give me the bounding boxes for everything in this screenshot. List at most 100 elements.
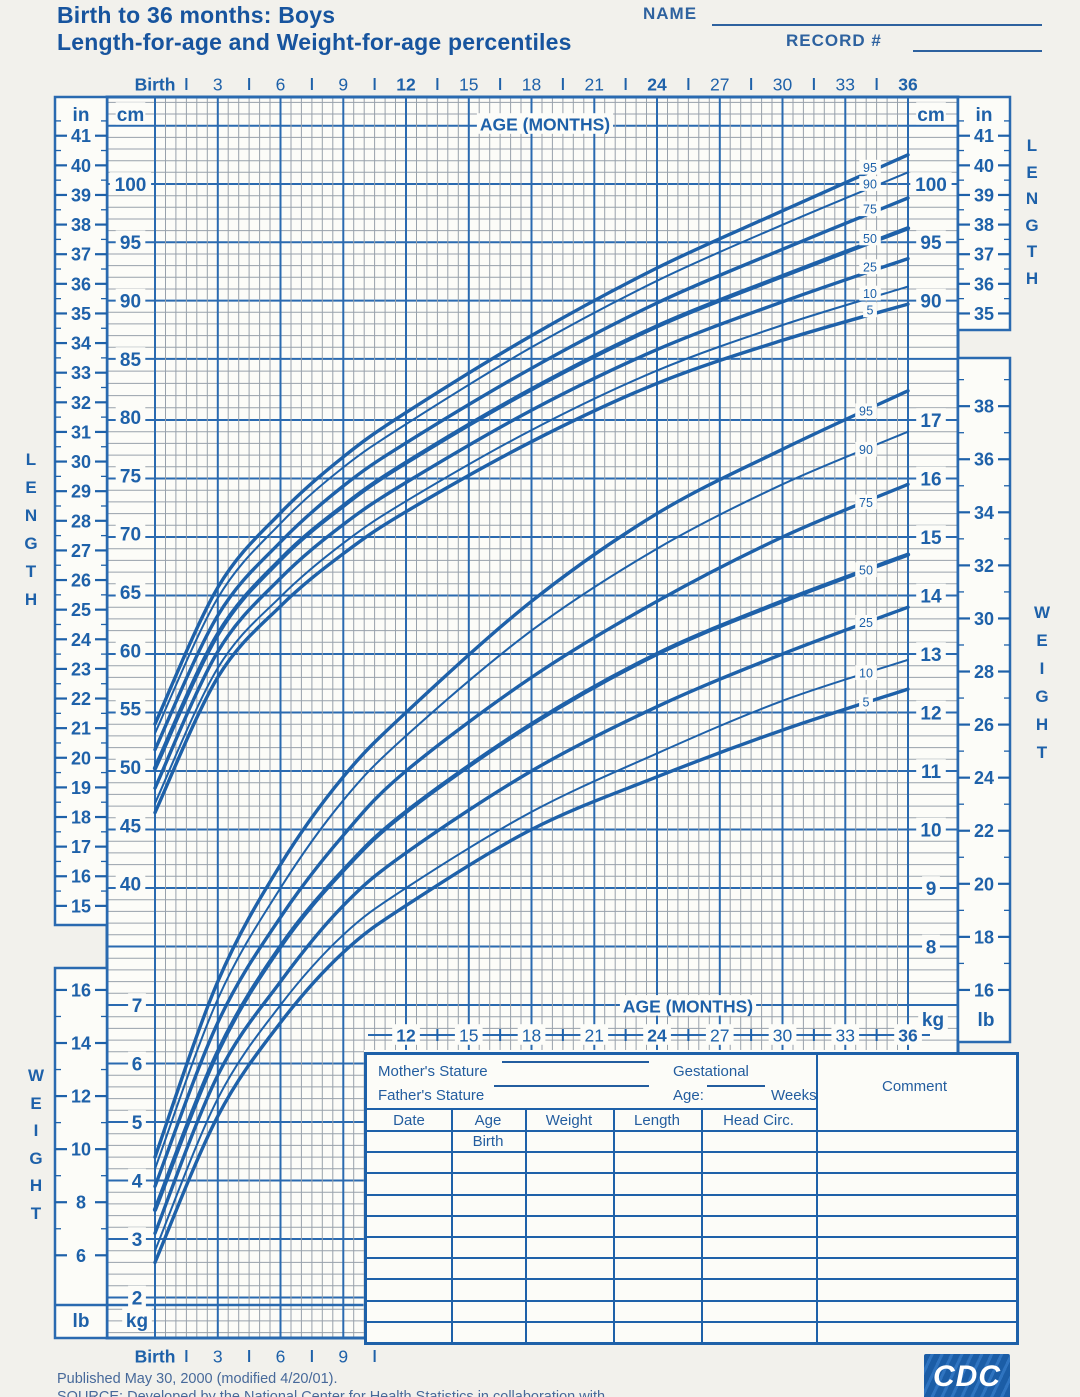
percentile-label-length-90: 90 xyxy=(863,177,877,191)
lb-left-16: 16 xyxy=(71,980,91,1000)
cm-left-90: 90 xyxy=(120,292,141,313)
weight-curve-p5 xyxy=(153,687,910,1265)
unit-in-top-right: in xyxy=(976,105,993,126)
record-number-label: RECORD # xyxy=(786,31,882,50)
in-left-30: 30 xyxy=(71,452,91,472)
comment-header: Comment xyxy=(882,1078,948,1095)
unit-kg-bottom-right: kg xyxy=(922,1010,944,1031)
percentile-label-weight-90: 90 xyxy=(859,443,873,457)
in-left-20: 20 xyxy=(71,748,91,768)
kg-left-4: 4 xyxy=(132,1171,143,1192)
weight-curve-p50 xyxy=(152,552,911,1212)
page-subtitle: Length-for-age and Weight-for-age percen… xyxy=(57,29,572,55)
inner-month-18: 18 xyxy=(522,1025,541,1045)
length-curve-p10 xyxy=(154,285,909,805)
cm-right-95: 95 xyxy=(920,233,942,254)
kg-right-17: 17 xyxy=(920,411,941,432)
unit-lb-bottom-left: lb xyxy=(73,1311,90,1332)
table-row-line xyxy=(367,1299,1016,1302)
cm-left-85: 85 xyxy=(120,350,142,371)
top-month-12: 12 xyxy=(396,74,416,94)
in-left-41: 41 xyxy=(71,126,91,146)
percentile-label-length-10: 10 xyxy=(863,287,877,301)
inner-month-15: 15 xyxy=(459,1025,478,1045)
top-month-33: 33 xyxy=(836,74,855,94)
length-axis-word-right: LENGTH xyxy=(1025,136,1039,288)
percentile-label-length-95: 95 xyxy=(863,161,877,175)
in-left-34: 34 xyxy=(71,334,91,354)
cm-left-80: 80 xyxy=(120,408,141,429)
top-month-27: 27 xyxy=(710,74,729,94)
in-left-36: 36 xyxy=(71,274,91,294)
cm-left-70: 70 xyxy=(120,525,141,546)
kg-right-10: 10 xyxy=(920,820,941,841)
weight-curve-p25 xyxy=(153,605,910,1235)
lb-left-6: 6 xyxy=(76,1246,86,1266)
kg-right-13: 13 xyxy=(920,645,941,666)
lb-right-28: 28 xyxy=(974,662,994,682)
page-title: Birth to 36 months: Boys xyxy=(57,2,336,28)
in-left-32: 32 xyxy=(71,393,91,413)
cm-left-60: 60 xyxy=(120,641,141,662)
kg-right-12: 12 xyxy=(920,703,941,724)
growth-table: Mother's Stature Father's Stature Gestat… xyxy=(364,1052,1019,1345)
name-blank-line xyxy=(712,24,1042,26)
gestational-age-label: Age: xyxy=(673,1087,704,1104)
length-axis-word-left: LENGTH xyxy=(24,450,38,609)
cm-left-55: 55 xyxy=(120,700,142,721)
info-section-divider xyxy=(367,1108,816,1110)
kg-right-16: 16 xyxy=(920,469,941,490)
weight-axis-word-left: WEIGHT xyxy=(28,1066,45,1223)
col-divider-weight-length xyxy=(613,1108,615,1342)
cm-left-50: 50 xyxy=(120,758,141,779)
inner-month-24: 24 xyxy=(647,1025,667,1045)
table-row-line xyxy=(367,1151,1016,1154)
lb-right-30: 30 xyxy=(974,609,994,629)
in-right-39: 39 xyxy=(974,185,994,205)
lb-right-36: 36 xyxy=(974,450,994,470)
in-right-38: 38 xyxy=(974,215,994,235)
in-left-22: 22 xyxy=(71,689,91,709)
cm-left-65: 65 xyxy=(120,583,142,604)
in-right-41: 41 xyxy=(974,126,994,146)
cdc-logo: CDC xyxy=(924,1354,1010,1397)
col-header-headcirc: Head Circ. xyxy=(723,1112,794,1129)
table-row-line xyxy=(367,1257,1016,1260)
birth-row-age-value: Birth xyxy=(472,1133,504,1150)
top-month-6: 6 xyxy=(276,74,286,94)
inner-month-30: 30 xyxy=(773,1025,793,1045)
lb-right-22: 22 xyxy=(974,821,994,841)
top-month-36: 36 xyxy=(898,74,918,94)
cm-left-95: 95 xyxy=(120,233,142,254)
col-header-weight: Weight xyxy=(545,1112,593,1129)
percentile-label-length-5: 5 xyxy=(867,304,874,318)
in-left-24: 24 xyxy=(71,630,91,650)
top-month-30: 30 xyxy=(773,74,793,94)
length-curve-p25 xyxy=(153,256,910,790)
published-note: Published May 30, 2000 (modified 4/20/01… xyxy=(57,1371,338,1387)
lb-left-10: 10 xyxy=(71,1140,91,1160)
percentile-label-weight-50: 50 xyxy=(859,564,873,578)
in-left-17: 17 xyxy=(71,837,91,857)
source-note: SOURCE: Developed by the National Center… xyxy=(57,1389,606,1397)
kg-right-8: 8 xyxy=(926,937,937,958)
gestational-label: Gestational xyxy=(673,1063,749,1080)
lb-right-38: 38 xyxy=(974,397,994,417)
top-month-3: 3 xyxy=(213,74,223,94)
top-month-9: 9 xyxy=(338,74,348,94)
percentile-label-weight-5: 5 xyxy=(863,696,870,710)
weight-curve-p75 xyxy=(153,482,910,1188)
in-left-35: 35 xyxy=(71,304,91,324)
in-right-36: 36 xyxy=(974,274,994,294)
inner-month-27: 27 xyxy=(710,1025,729,1045)
unit-cm-top-right: cm xyxy=(917,105,944,126)
cm-left-45: 45 xyxy=(120,816,142,837)
percentile-label-weight-10: 10 xyxy=(859,666,873,680)
lb-right-18: 18 xyxy=(974,927,994,947)
top-month-21: 21 xyxy=(585,74,604,94)
inner-month-36: 36 xyxy=(898,1025,918,1045)
in-right-35: 35 xyxy=(974,304,994,324)
age-axis-title-bottom: AGE (MONTHS) xyxy=(623,996,753,1016)
fathers-stature-label: Father's Stature xyxy=(378,1087,485,1104)
length-curve-p50 xyxy=(152,226,911,771)
